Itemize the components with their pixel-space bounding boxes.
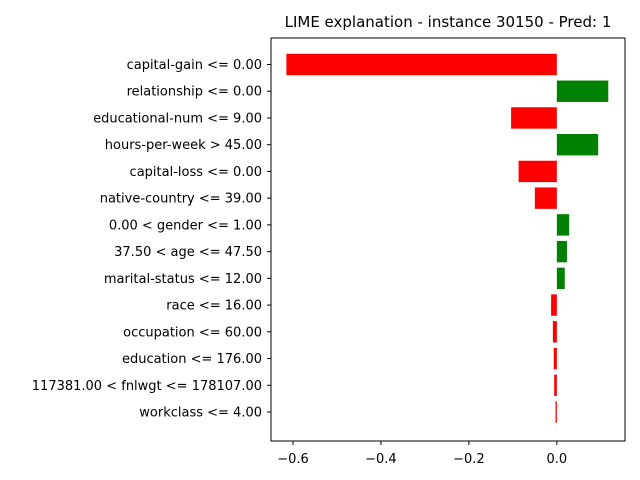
x-tick-label: −0.4 (365, 452, 397, 467)
bar (554, 374, 557, 396)
bar (553, 347, 557, 370)
y-tick-label: marital-status <= 12.00 (104, 272, 262, 287)
bar (556, 80, 609, 102)
y-tick-label: 37.50 < age <= 47.50 (114, 245, 262, 260)
x-tick-label: −0.6 (277, 452, 309, 467)
y-tick-label: workclass <= 4.00 (139, 406, 262, 421)
y-tick-label: occupation <= 60.00 (123, 325, 262, 340)
bar (286, 53, 557, 76)
x-tick-label: 0.0 (546, 452, 567, 467)
bar (556, 267, 565, 290)
x-tick-label: −0.2 (453, 452, 485, 467)
bar (552, 321, 557, 343)
y-tick-label: 117381.00 < fnlwgt <= 178107.00 (32, 379, 262, 394)
y-tick-label: capital-gain <= 0.00 (127, 58, 262, 73)
bar (534, 187, 557, 209)
y-tick-label: native-country <= 39.00 (100, 192, 262, 207)
x-tick-labels: −0.6 −0.4 −0.2 0.0 (277, 441, 567, 467)
plot-frame (270, 37, 626, 442)
chart-title: LIME explanation - instance 30150 - Pred… (285, 13, 612, 31)
bars-group (286, 53, 609, 423)
y-tick-label: race <= 16.00 (166, 299, 262, 314)
y-tick-label: 0.00 < gender <= 1.00 (109, 218, 262, 233)
bar (556, 240, 567, 263)
y-tick-label: educational-num <= 9.00 (93, 111, 262, 126)
bar (556, 214, 570, 236)
bar (555, 401, 557, 423)
y-tick-label: capital-loss <= 0.00 (130, 165, 262, 180)
y-tick-labels: capital-gain <= 0.00 relationship <= 0.00… (32, 58, 271, 421)
y-tick-label: hours-per-week > 45.00 (105, 138, 262, 153)
bar (551, 294, 557, 316)
y-tick-label: relationship <= 0.00 (127, 85, 262, 100)
y-tick-label: education <= 176.00 (122, 352, 262, 367)
bar (518, 160, 557, 183)
bar (511, 107, 557, 129)
bar (556, 134, 599, 156)
